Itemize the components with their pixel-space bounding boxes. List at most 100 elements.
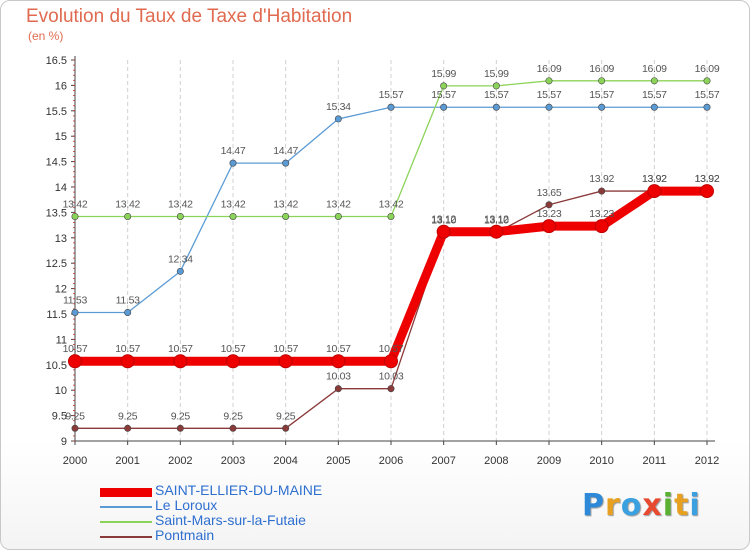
data-label: 9.25 (276, 410, 296, 422)
data-label: 15.57 (695, 89, 720, 101)
x-tick-label: 2003 (221, 455, 245, 467)
line-chart: 9 9.5 10 10.5 11 11.5 12 12.5 13 13.5 14 14.5 15 15.5… (46, 55, 721, 467)
x-tick-label: 2009 (537, 455, 561, 467)
data-label: 15.34 (326, 101, 351, 113)
data-label: 10.57 (168, 343, 193, 355)
data-label: 13.12 (431, 214, 456, 226)
data-point (703, 77, 711, 85)
data-label: 13.42 (326, 198, 351, 210)
y-tick-label: 11.5 (46, 309, 67, 321)
data-label: 13.42 (63, 198, 88, 210)
data-point (598, 77, 606, 85)
data-label: 13.92 (642, 173, 667, 185)
data-label: 10.57 (63, 343, 88, 355)
data-label: 13.10 (431, 215, 456, 227)
data-point (489, 224, 504, 239)
data-point (68, 354, 82, 369)
data-point (229, 424, 237, 432)
legend-swatch (100, 506, 152, 508)
x-tick-label: 2011 (643, 455, 667, 467)
y-tick-label: 13 (55, 233, 67, 245)
data-label: 11.53 (63, 294, 87, 306)
data-label: 12.34 (168, 253, 193, 265)
data-label: 13.92 (695, 173, 720, 185)
logo-letter: x (642, 488, 663, 523)
data-point (440, 103, 448, 111)
data-point (282, 159, 290, 167)
chart-title: Evolution du Taux de Taxe d'Habitation (26, 6, 353, 27)
data-label: 10.03 (379, 371, 404, 383)
x-tick-label: 2012 (695, 455, 719, 467)
data-label: 13.42 (379, 198, 404, 210)
data-label: 16.09 (642, 63, 667, 75)
x-tick-label: 2001 (115, 455, 139, 467)
x-tick-label: 2005 (326, 455, 350, 467)
x-tick-label: 2004 (273, 455, 297, 467)
data-point (334, 115, 342, 123)
data-label: 13.92 (589, 173, 614, 185)
data-point (176, 212, 184, 220)
data-label: 15.99 (431, 68, 456, 80)
data-label: 13.23 (537, 208, 562, 220)
data-label: 9.25 (65, 410, 85, 422)
data-point (331, 354, 346, 369)
data-point (120, 354, 135, 369)
data-label: 9.25 (118, 410, 138, 422)
data-point (647, 184, 662, 199)
data-label: 13.65 (537, 187, 562, 199)
data-point (278, 354, 293, 369)
data-point (229, 159, 237, 167)
data-label: 13.42 (221, 198, 246, 210)
data-point (703, 103, 711, 111)
legend-swatch (100, 536, 152, 538)
y-tick-label: 12.5 (46, 258, 67, 270)
legend-label: Saint-Mars-sur-la-Futaie (155, 512, 306, 528)
data-label: 9.25 (171, 410, 191, 422)
data-point (226, 354, 240, 369)
data-point (545, 77, 553, 85)
data-point (71, 308, 79, 316)
y-tick-label: 13.5 (46, 207, 67, 219)
data-label: 13.42 (168, 198, 193, 210)
data-point (387, 103, 395, 111)
data-label: 9.25 (223, 410, 243, 422)
legend-swatch (100, 521, 152, 523)
data-point (436, 224, 451, 239)
x-tick-label: 2002 (168, 455, 192, 467)
data-label: 10.03 (326, 371, 351, 383)
data-label: 15.57 (379, 89, 404, 101)
x-tick-label: 2010 (589, 455, 613, 467)
y-tick-label: 12 (55, 284, 67, 296)
data-point (384, 354, 398, 369)
data-point (650, 77, 658, 85)
data-point (440, 82, 448, 90)
data-label: 13.23 (589, 208, 614, 220)
logo-letter: i (662, 488, 675, 523)
data-label: 10.57 (326, 343, 351, 355)
data-label: 15.57 (484, 89, 509, 101)
chart-unit-label: (en %) (28, 29, 64, 43)
data-point (229, 212, 237, 220)
data-label: 16.09 (695, 63, 720, 75)
data-label: 13.10 (484, 215, 509, 227)
data-point (492, 103, 500, 111)
legend-swatch (100, 487, 152, 497)
data-label: 11.53 (116, 294, 140, 306)
y-tick-label: 16.5 (46, 55, 67, 67)
data-point (542, 219, 556, 234)
legend-label: Pontmain (155, 527, 215, 543)
data-point (176, 267, 184, 275)
data-point (594, 219, 609, 234)
y-tick-label: 9 (61, 436, 67, 448)
x-tick-label: 2006 (379, 455, 403, 467)
y-tick-label: 10.5 (46, 360, 67, 372)
data-label: 14.47 (221, 145, 246, 157)
y-tick-label: 15 (55, 131, 67, 143)
data-point (124, 212, 132, 220)
grid-layer (74, 60, 708, 441)
data-point (173, 354, 188, 369)
data-point (282, 212, 290, 220)
data-label: 16.09 (537, 63, 562, 75)
y-tick-label: 14.5 (46, 157, 67, 169)
